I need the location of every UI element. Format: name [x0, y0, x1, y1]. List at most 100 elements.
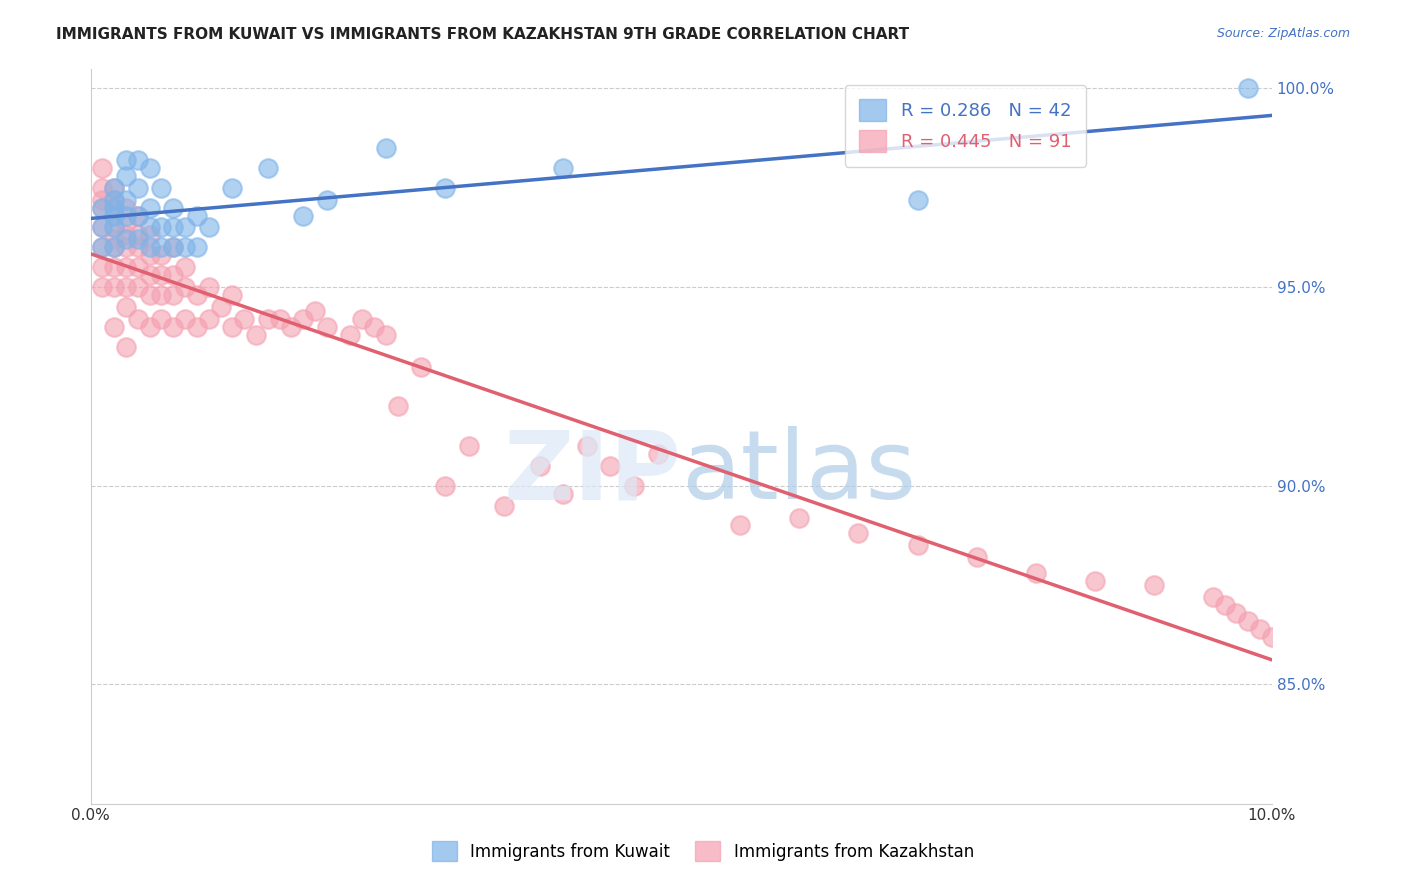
Point [150, 220, 173, 235]
Point [150, 180, 173, 194]
Point [374, 141, 396, 155]
Point [162, 240, 184, 254]
Point [150, 268, 173, 282]
Point [174, 240, 197, 254]
Point [256, 311, 278, 326]
Point [221, 319, 243, 334]
Point [304, 304, 326, 318]
Point [457, 439, 479, 453]
Point [186, 288, 208, 302]
Point [1025, 566, 1047, 581]
Point [186, 209, 208, 223]
Point [233, 311, 256, 326]
Point [138, 201, 160, 215]
Point [174, 260, 197, 275]
Point [91, 180, 114, 194]
Point [115, 240, 138, 254]
Point [1084, 574, 1107, 588]
Point [269, 311, 291, 326]
Point [127, 232, 149, 246]
Point [115, 280, 138, 294]
Point [91, 201, 114, 215]
Point [103, 220, 125, 235]
Point [115, 153, 138, 167]
Point [575, 439, 598, 453]
Point [115, 201, 138, 215]
Point [103, 240, 125, 254]
Point [529, 458, 551, 473]
Point [162, 268, 184, 282]
Point [103, 209, 125, 223]
Point [363, 319, 385, 334]
Point [339, 327, 361, 342]
Point [103, 201, 125, 215]
Point [494, 499, 516, 513]
Point [138, 240, 160, 254]
Point [138, 220, 160, 235]
Point [138, 228, 160, 243]
Point [174, 220, 197, 235]
Point [292, 209, 315, 223]
Point [186, 319, 208, 334]
Point [966, 550, 988, 565]
Point [315, 193, 337, 207]
Text: IMMIGRANTS FROM KUWAIT VS IMMIGRANTS FROM KAZAKHSTAN 9TH GRADE CORRELATION CHART: IMMIGRANTS FROM KUWAIT VS IMMIGRANTS FRO… [56, 27, 910, 42]
Point [91, 240, 114, 254]
Point [162, 319, 184, 334]
Point [91, 240, 114, 254]
Point [387, 399, 409, 413]
Point [103, 180, 125, 194]
Point [150, 288, 173, 302]
Legend: R = 0.286   N = 42, R = 0.445   N = 91: R = 0.286 N = 42, R = 0.445 N = 91 [845, 85, 1085, 167]
Point [115, 169, 138, 183]
Point [245, 327, 267, 342]
Point [647, 447, 669, 461]
Point [115, 232, 138, 246]
Point [138, 248, 160, 262]
Point [127, 209, 149, 223]
Point [197, 280, 219, 294]
Point [127, 240, 149, 254]
Point [115, 300, 138, 314]
Point [127, 311, 149, 326]
Point [91, 220, 114, 235]
Point [186, 240, 208, 254]
Point [1261, 630, 1284, 644]
Point [127, 180, 149, 194]
Point [162, 240, 184, 254]
Point [315, 319, 337, 334]
Point [138, 268, 160, 282]
Point [848, 526, 870, 541]
Legend: Immigrants from Kuwait, Immigrants from Kazakhstan: Immigrants from Kuwait, Immigrants from … [419, 828, 987, 875]
Point [907, 193, 929, 207]
Point [411, 359, 433, 374]
Point [150, 240, 173, 254]
Point [150, 311, 173, 326]
Point [138, 319, 160, 334]
Point [623, 479, 645, 493]
Point [103, 280, 125, 294]
Point [789, 510, 811, 524]
Point [374, 327, 396, 342]
Point [115, 228, 138, 243]
Point [127, 260, 149, 275]
Point [256, 161, 278, 175]
Point [352, 311, 374, 326]
Point [91, 201, 114, 215]
Point [599, 458, 621, 473]
Point [1202, 590, 1225, 604]
Point [162, 220, 184, 235]
Point [1143, 578, 1166, 592]
Point [103, 240, 125, 254]
Point [127, 280, 149, 294]
Point [115, 260, 138, 275]
Text: atlas: atlas [682, 426, 917, 519]
Point [553, 486, 575, 500]
Point [434, 479, 457, 493]
Point [150, 248, 173, 262]
Point [115, 193, 138, 207]
Point [91, 260, 114, 275]
Point [127, 209, 149, 223]
Point [91, 280, 114, 294]
Point [103, 319, 125, 334]
